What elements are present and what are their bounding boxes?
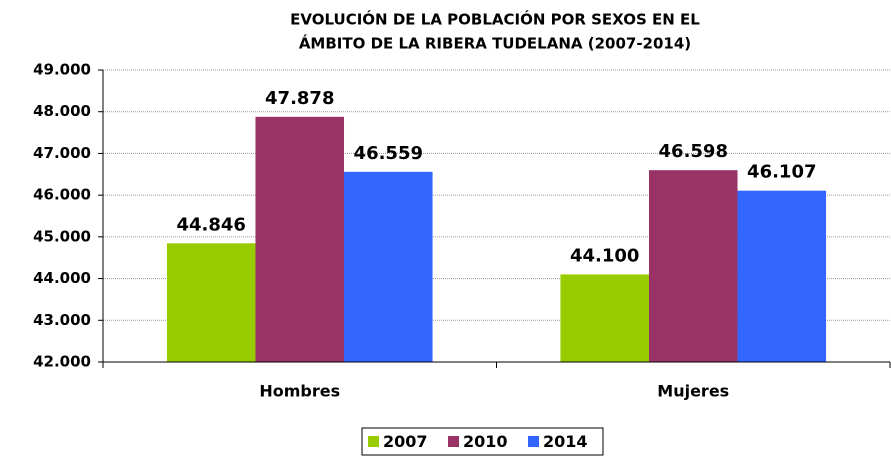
y-tick-label: 45.000 — [33, 227, 91, 245]
y-tick-label: 46.000 — [33, 186, 91, 204]
legend-label: 2007 — [383, 432, 428, 451]
chart-title: ÁMBITO DE LA RIBERA TUDELANA (2007-2014) — [299, 34, 691, 53]
data-label: 44.846 — [176, 214, 245, 235]
y-tick-label: 48.000 — [33, 102, 91, 120]
bar — [560, 274, 649, 362]
data-label: 46.107 — [747, 162, 816, 183]
legend-swatch — [528, 436, 539, 447]
data-label: 46.598 — [659, 141, 728, 162]
legend-label: 2010 — [463, 432, 508, 451]
x-tick-label: Mujeres — [657, 382, 729, 401]
bar — [648, 170, 738, 362]
data-label: 46.559 — [354, 143, 423, 164]
y-tick-label: 44.000 — [33, 269, 91, 287]
legend-swatch — [368, 436, 379, 447]
bar — [344, 171, 433, 362]
bar — [737, 190, 827, 362]
y-tick-label: 47.000 — [33, 144, 91, 162]
bar — [166, 243, 256, 362]
bar — [255, 116, 345, 362]
data-label: 47.878 — [265, 88, 334, 109]
legend-swatch — [448, 436, 459, 447]
y-tick-label: 42.000 — [33, 353, 91, 371]
legend-label: 2014 — [543, 432, 588, 451]
x-tick-label: Hombres — [259, 382, 340, 401]
chart-title: EVOLUCIÓN DE LA POBLACIÓN POR SEXOS EN E… — [290, 10, 700, 29]
legend-box — [361, 427, 604, 456]
y-tick-label: 49.000 — [33, 61, 91, 79]
y-tick-label: 43.000 — [33, 311, 91, 329]
data-label: 44.100 — [570, 245, 639, 266]
